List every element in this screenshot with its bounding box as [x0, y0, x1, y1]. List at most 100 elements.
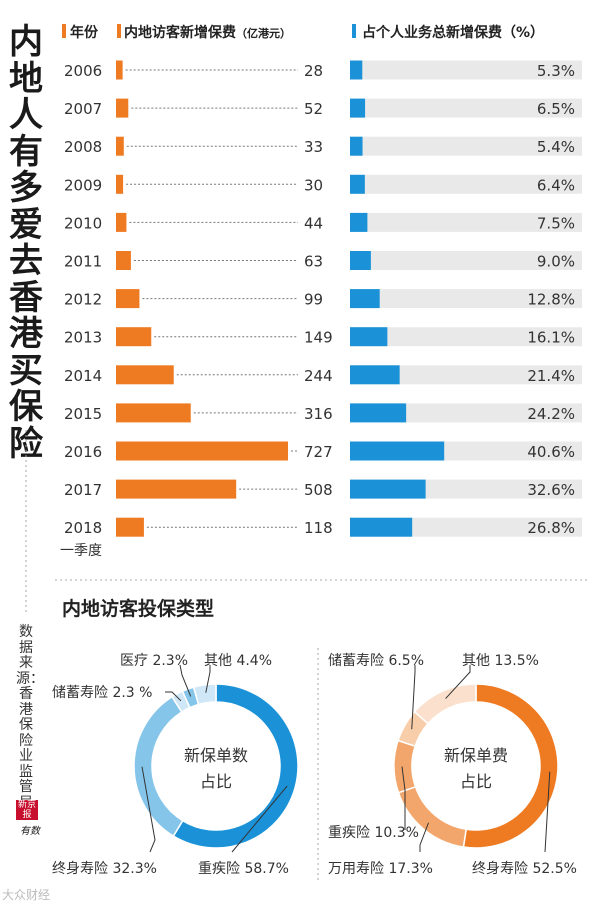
share-value-label: 5.4% [537, 138, 575, 156]
slice-leader-line [411, 665, 416, 730]
publisher-logo: 新京报 [16, 800, 38, 820]
year-label: 2012 [64, 291, 102, 309]
share-bar [350, 365, 400, 385]
slice-label: 终身寿险 52.5% [472, 860, 577, 877]
premium-bar [116, 441, 288, 461]
share-track [350, 174, 582, 194]
publisher-sub-logo: 有数 [20, 826, 40, 837]
year-label: 2017 [64, 481, 102, 499]
data-source: 数据来源：香港保险业监管局 [16, 624, 44, 810]
premium-bar [116, 479, 237, 499]
share-value-label: 21.4% [527, 367, 575, 385]
premium-bar [116, 289, 140, 309]
year-label: 2009 [64, 176, 102, 194]
section-title: 内地访客投保类型 [62, 597, 214, 620]
premium-value-label: 316 [304, 405, 333, 423]
year-label: 2008 [64, 138, 102, 156]
slice-label: 重疾险 58.7% [198, 861, 289, 877]
slice-label: 万用寿险 17.3% [328, 860, 433, 877]
share-track [350, 289, 582, 309]
slice-leader-line [419, 822, 429, 852]
premium-bar [116, 60, 123, 80]
premium-bar [116, 136, 124, 156]
share-track [350, 60, 582, 80]
premium-header: 内地访客新增保费（亿港元） [124, 24, 291, 41]
slice-leader-line [179, 664, 192, 697]
share-bar [350, 251, 371, 270]
share-value-label: 26.8% [527, 519, 575, 537]
premium-header-marker [117, 24, 121, 38]
premium-value-label: 44 [304, 214, 323, 232]
share-value-label: 6.4% [537, 176, 575, 194]
premium-bar [116, 98, 129, 118]
year-label: 2007 [64, 100, 102, 118]
year-label: 2014 [64, 367, 102, 385]
share-value-label: 24.2% [527, 405, 575, 423]
watermark: 大众财经 [2, 888, 51, 902]
donut-slice [172, 683, 299, 849]
premium-value-label: 28 [304, 62, 323, 80]
premium-bar [116, 403, 191, 423]
premium-bar [116, 365, 174, 385]
share-track [350, 212, 582, 232]
share-value-label: 7.5% [537, 214, 575, 232]
share-bar [350, 98, 366, 118]
slice-label: 储蓄寿险 6.5% [328, 652, 424, 669]
share-track [350, 136, 582, 156]
share-value-label: 12.8% [527, 291, 575, 309]
slice-leader-line [165, 691, 182, 702]
year-header: 年份 [70, 24, 99, 41]
share-bar [350, 479, 426, 499]
share-value-label: 9.0% [537, 253, 575, 271]
premium-bar [116, 327, 152, 347]
premium-value-label: 99 [304, 291, 323, 309]
slice-label: 终身寿险 32.3% [52, 860, 157, 877]
donut-slice [413, 683, 477, 725]
slice-label: 储蓄寿险 2.3 % [52, 684, 152, 701]
share-track [350, 327, 582, 347]
premium-value-label: 33 [304, 138, 323, 156]
premium-value-label: 508 [304, 481, 333, 499]
year-label: 2006 [64, 62, 102, 80]
slice-label: 重疾险 10.3% [328, 825, 419, 841]
donut-center-label: 占比 [200, 772, 232, 791]
donut-center-label: 新保单费 [444, 746, 508, 765]
premium-bar [116, 174, 124, 194]
premium-value-label: 149 [304, 329, 333, 347]
donut-slice [462, 683, 559, 849]
premium-value-label: 244 [304, 367, 333, 385]
year-label: 2018 [64, 519, 102, 537]
slice-leader-line [141, 766, 156, 853]
premium-value-label: 52 [304, 100, 323, 118]
share-value-label: 6.5% [537, 100, 575, 118]
share-bar [350, 441, 445, 461]
donut-slice [133, 695, 184, 838]
share-bar [350, 289, 380, 309]
share-bar [350, 212, 368, 232]
share-value-label: 5.3% [537, 62, 575, 80]
share-track [350, 98, 582, 118]
donut-center-label: 占比 [460, 772, 492, 791]
year-label: 2015 [64, 405, 102, 423]
share-bar [350, 60, 363, 80]
share-track [350, 403, 582, 423]
year-header-marker [62, 24, 66, 38]
premium-bar [116, 517, 144, 537]
slice-leader-line [205, 665, 211, 693]
share-header-marker [352, 24, 356, 38]
slice-label: 其他 4.4% [204, 653, 272, 669]
share-track [350, 365, 582, 385]
premium-bar [116, 212, 127, 232]
premium-value-label: 30 [304, 176, 323, 194]
infographic-title: 内地人有多爱去香港买保险 [9, 22, 43, 464]
share-bar [350, 327, 388, 347]
share-value-label: 32.6% [527, 481, 575, 499]
share-value-label: 40.6% [527, 443, 575, 461]
year-label: 2013 [64, 329, 102, 347]
slice-leader-line [544, 771, 551, 853]
year-label: 2016 [64, 443, 102, 461]
share-bar [350, 403, 407, 423]
share-value-label: 16.1% [527, 329, 575, 347]
